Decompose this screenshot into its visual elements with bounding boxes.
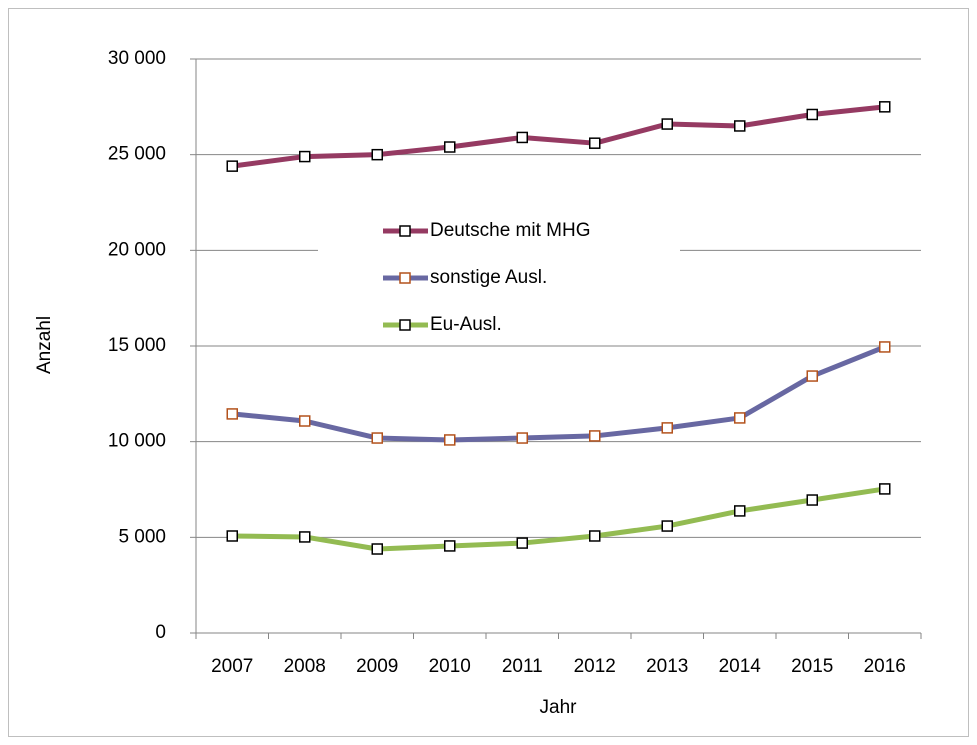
data-point — [516, 537, 528, 549]
data-point — [806, 494, 818, 506]
series-line — [231, 104, 886, 169]
data-point — [371, 148, 383, 161]
x-tick-label: 2008 — [284, 656, 326, 677]
legend-marker — [399, 225, 411, 237]
data-point — [589, 430, 601, 442]
data-point — [734, 120, 746, 132]
legend-label: Eu-Ausl. — [430, 314, 502, 335]
data-point — [299, 531, 311, 543]
x-tick-label: 2015 — [791, 656, 833, 677]
data-point — [299, 150, 311, 163]
data-point — [589, 530, 601, 542]
data-point — [661, 118, 673, 130]
data-point — [879, 101, 891, 113]
y-tick-label: 30 000 — [108, 48, 166, 69]
x-tick-label: 2016 — [864, 656, 906, 677]
data-point — [371, 543, 383, 555]
data-point — [661, 422, 673, 434]
x-tick-label: 2007 — [211, 656, 253, 677]
data-point — [226, 530, 238, 542]
x-tick-label: 2013 — [646, 656, 688, 677]
legend-label: sonstige Ausl. — [430, 267, 547, 288]
y-tick-label: 15 000 — [108, 335, 166, 356]
data-point — [734, 412, 746, 424]
legend-background — [318, 205, 680, 345]
x-tick-label: 2011 — [502, 656, 543, 677]
data-point — [226, 160, 238, 172]
x-tick-label: 2014 — [719, 656, 762, 677]
data-point — [299, 415, 311, 427]
data-point — [734, 505, 746, 517]
data-point — [661, 520, 673, 532]
y-tick-label: 10 000 — [108, 431, 166, 452]
x-axis-label: Jahr — [540, 697, 578, 718]
data-point — [516, 432, 528, 444]
data-point — [806, 370, 818, 382]
legend-marker — [399, 319, 411, 331]
data-point — [516, 131, 528, 144]
data-point — [226, 408, 238, 420]
data-point — [879, 483, 891, 495]
y-tick-label: 20 000 — [108, 239, 166, 260]
series-line — [232, 486, 886, 552]
x-tick-label: 2009 — [356, 656, 398, 677]
y-tick-label: 0 — [155, 622, 166, 643]
series-line — [232, 344, 886, 443]
y-tick-label: 5 000 — [118, 526, 166, 547]
data-point — [806, 108, 818, 121]
data-point — [879, 341, 891, 353]
x-tick-label: 2010 — [429, 656, 471, 677]
data-point — [444, 141, 456, 153]
data-point — [444, 540, 456, 552]
data-point — [589, 137, 601, 149]
data-point — [444, 434, 456, 446]
y-tick-label: 25 000 — [108, 144, 166, 165]
x-tick-label: 2012 — [574, 656, 616, 677]
legend-label: Deutsche mit MHG — [430, 220, 590, 241]
y-axis-label: Anzahl — [34, 316, 55, 374]
data-point — [371, 432, 383, 444]
legend-marker — [399, 272, 411, 284]
